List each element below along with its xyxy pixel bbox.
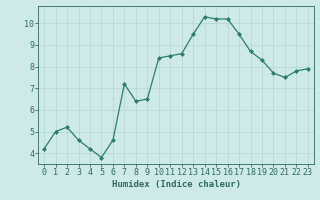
X-axis label: Humidex (Indice chaleur): Humidex (Indice chaleur) (111, 180, 241, 189)
